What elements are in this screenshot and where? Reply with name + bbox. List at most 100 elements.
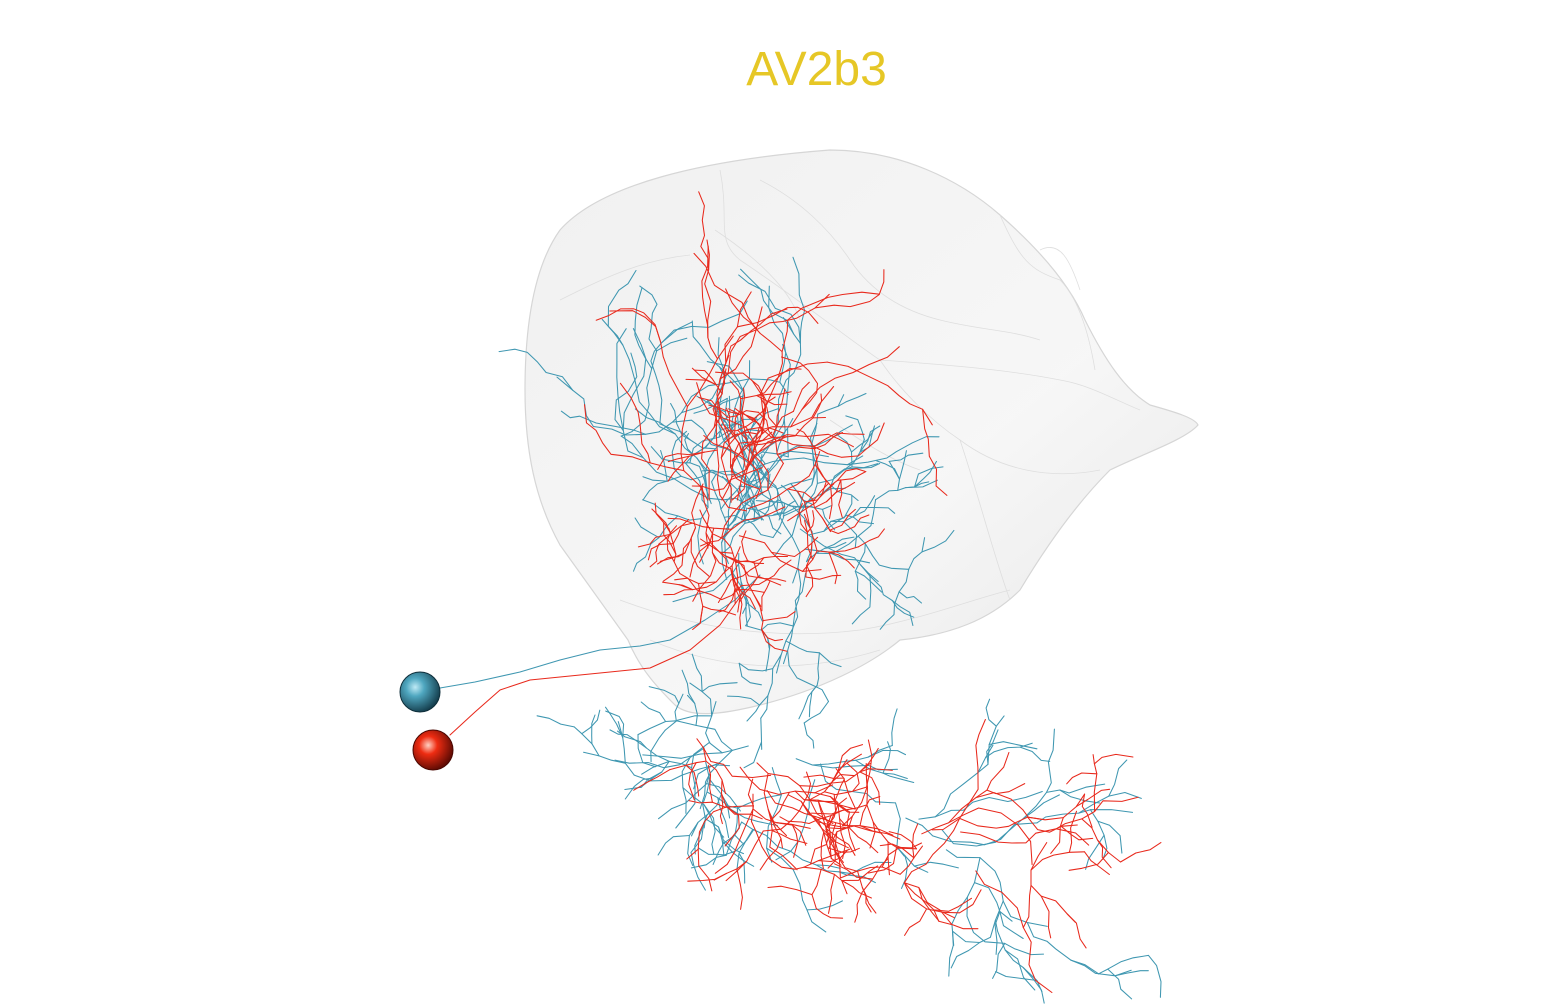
dendrite-branch bbox=[771, 410, 794, 439]
dendrite-branch bbox=[803, 722, 815, 749]
dendrite-branch bbox=[837, 392, 867, 407]
dendrite-branch bbox=[746, 499, 779, 511]
axon-branch bbox=[1107, 968, 1133, 1000]
axon-branch bbox=[810, 831, 831, 865]
axon-branch bbox=[1030, 851, 1086, 871]
dendrite-branch bbox=[741, 530, 749, 562]
dendrite-branch bbox=[757, 411, 784, 464]
axon-branch bbox=[848, 826, 879, 854]
dendrite-branch bbox=[760, 622, 794, 631]
axon-branch bbox=[736, 828, 754, 873]
axon-branch bbox=[834, 778, 845, 803]
axon-branch bbox=[739, 766, 834, 795]
dendrite-branch bbox=[711, 473, 721, 503]
dendrite-branch bbox=[708, 404, 742, 416]
axon-branch bbox=[1027, 816, 1078, 833]
axon-branch bbox=[973, 882, 1013, 922]
dendrite-branch bbox=[726, 419, 756, 432]
dendrite-branch bbox=[828, 551, 855, 569]
dendrite-branch bbox=[725, 308, 788, 364]
dendrite-branch bbox=[657, 449, 718, 470]
dendrite-branch bbox=[805, 552, 871, 564]
axon-branch bbox=[841, 879, 872, 899]
dendrite-branch bbox=[879, 603, 896, 630]
axon-branch bbox=[903, 817, 961, 884]
dendrite-branch bbox=[850, 429, 875, 453]
axon-branch bbox=[827, 831, 838, 869]
dendrite-branch bbox=[656, 552, 686, 565]
axon-branch bbox=[1019, 746, 1051, 762]
axon-branch bbox=[1030, 884, 1076, 923]
axon-branch bbox=[985, 698, 997, 727]
dendrite-branch bbox=[753, 594, 764, 630]
dendrite-branch bbox=[701, 485, 710, 549]
axon-branch bbox=[689, 682, 713, 717]
dendrite-branch bbox=[634, 517, 660, 539]
dendrite-branch bbox=[614, 352, 638, 431]
axon-branch bbox=[1022, 728, 1055, 820]
axon-branch bbox=[841, 865, 879, 882]
axon-branch bbox=[835, 768, 856, 809]
dendrite-branch bbox=[762, 611, 796, 622]
axon-branch bbox=[808, 809, 844, 825]
dendrite-branch bbox=[684, 432, 694, 456]
dendrite-branch bbox=[654, 502, 671, 534]
axon-branch bbox=[859, 796, 881, 827]
dendrite-branch bbox=[826, 361, 933, 426]
axon-branch bbox=[975, 870, 1053, 994]
dendrite-branch bbox=[719, 551, 728, 574]
dendrite-branch bbox=[775, 572, 807, 674]
axon-branch bbox=[861, 857, 889, 893]
axon-branch bbox=[817, 799, 831, 833]
axon-branch bbox=[682, 787, 715, 819]
dendrite-branch bbox=[821, 508, 836, 531]
dendrite-branch bbox=[828, 551, 838, 585]
dendrite-branch bbox=[705, 532, 734, 554]
axon-branch bbox=[690, 854, 727, 869]
dendrite-branch bbox=[768, 285, 787, 383]
axon-branch bbox=[881, 847, 918, 868]
dendrite-branch bbox=[751, 430, 760, 471]
axon-branch bbox=[581, 709, 601, 735]
dendrite-branch bbox=[846, 514, 875, 525]
axon-branch bbox=[1026, 921, 1100, 975]
axon-branch bbox=[675, 720, 733, 751]
dendrite-branch bbox=[745, 380, 767, 470]
axon-branch bbox=[723, 828, 755, 856]
dendrite-branch bbox=[662, 527, 697, 582]
axon-branch bbox=[699, 772, 711, 810]
axon-branch bbox=[687, 872, 728, 882]
dendrite-branch bbox=[776, 478, 813, 490]
dendrite-branch bbox=[689, 542, 711, 578]
axon-branch bbox=[685, 764, 700, 797]
dendrite-branch bbox=[782, 567, 802, 665]
axon-branch bbox=[1004, 949, 1043, 993]
dendrite-branch bbox=[914, 460, 938, 488]
dendrite-branch bbox=[814, 464, 833, 520]
dendrite-branch bbox=[726, 695, 761, 706]
dendrite-branch bbox=[816, 652, 820, 686]
axon-branch bbox=[705, 701, 723, 754]
dendrite-branch bbox=[701, 245, 709, 339]
dendrite-branch bbox=[798, 503, 808, 534]
axon-branch bbox=[887, 841, 923, 849]
dendrite-branch bbox=[595, 308, 662, 343]
dendrite-branch bbox=[858, 528, 885, 548]
dendrite-branch bbox=[699, 527, 715, 563]
axon-branch bbox=[741, 821, 792, 852]
axon-branch bbox=[842, 825, 894, 836]
axon-branch bbox=[904, 908, 928, 936]
dendrite-branch bbox=[808, 495, 853, 536]
axon-branch bbox=[1040, 895, 1052, 939]
axon-branch bbox=[648, 686, 680, 704]
axon-branch bbox=[725, 794, 782, 809]
axon-branch bbox=[945, 849, 1048, 927]
dendrite-branch bbox=[601, 318, 676, 435]
axon-branch bbox=[899, 845, 924, 875]
dendrite-branch bbox=[734, 581, 756, 610]
dendrite-branch bbox=[727, 293, 830, 374]
dendrite-branch bbox=[805, 564, 814, 598]
dendrite-branch bbox=[727, 408, 748, 440]
dendrite-branch bbox=[662, 581, 694, 591]
dendrite-branch bbox=[914, 466, 944, 488]
